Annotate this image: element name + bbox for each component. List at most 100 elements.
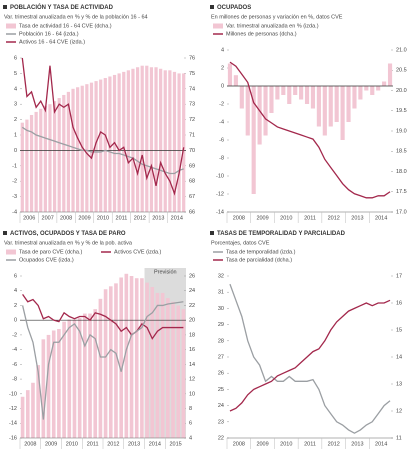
bar xyxy=(150,287,155,438)
tick-label: 0 xyxy=(14,318,17,324)
bar xyxy=(140,65,144,212)
tick-label: 0 xyxy=(221,83,224,89)
tick-label: 4 xyxy=(189,435,192,441)
bar xyxy=(134,278,139,438)
bar xyxy=(93,309,98,438)
bar xyxy=(99,79,103,212)
x-tick-label: 2008 xyxy=(60,215,72,221)
tick-label: 3 xyxy=(14,102,17,108)
bar xyxy=(108,76,112,212)
x-tick-label: 2009 xyxy=(256,441,268,447)
tick-label: 13 xyxy=(396,381,402,387)
bar xyxy=(177,73,181,213)
tick-label: 6 xyxy=(14,273,17,279)
bar xyxy=(103,289,108,438)
tick-label: 20.5 xyxy=(396,68,407,74)
bar xyxy=(66,91,71,212)
x-tick-label: 2014 xyxy=(375,441,387,447)
bar xyxy=(114,283,118,438)
bar xyxy=(269,86,274,113)
bar xyxy=(304,86,310,104)
tick-label: 27 xyxy=(218,354,224,360)
tick-label: 26 xyxy=(189,273,195,279)
x-tick-label: 2012 xyxy=(328,215,340,221)
title-bullet xyxy=(210,231,214,235)
bar xyxy=(340,86,345,140)
bar xyxy=(328,86,333,127)
legend-label: Activos CVE (izda.) xyxy=(114,249,162,255)
bar xyxy=(310,86,316,109)
bar xyxy=(263,86,268,136)
bar xyxy=(119,277,123,438)
bar xyxy=(182,73,186,213)
bar xyxy=(72,319,77,438)
x-tick-label: 2015 xyxy=(170,441,182,447)
bar xyxy=(181,309,186,438)
legend-label: Tasa de actividad 16 - 64 CVE (dcha.) xyxy=(19,23,112,29)
tick-label: -8 xyxy=(12,377,17,383)
bar xyxy=(57,98,61,212)
tick-label: 30 xyxy=(218,306,224,312)
bar xyxy=(25,390,30,438)
legend-swatch xyxy=(6,23,16,29)
bar xyxy=(346,86,351,122)
tick-label: -6 xyxy=(219,137,224,143)
tick-label: 0 xyxy=(14,148,17,154)
x-tick-label: 2014 xyxy=(375,215,387,221)
bar xyxy=(140,278,144,438)
tick-label: 17.5 xyxy=(396,189,407,195)
tick-label: 16 xyxy=(189,347,195,353)
bar xyxy=(154,67,158,213)
legend-label: Población 16 - 64 (izda.) xyxy=(19,31,79,37)
legend-label: Millones de personas (dcha.) xyxy=(226,31,297,37)
bar xyxy=(275,86,280,100)
legend-label: Tasa de parcialidad (dcha.) xyxy=(226,257,292,263)
line-series xyxy=(229,299,391,412)
tick-label: -14 xyxy=(9,421,17,427)
bar xyxy=(239,86,244,109)
bar xyxy=(122,71,126,212)
title-bullet xyxy=(3,5,7,9)
tick-label: 32 xyxy=(218,273,224,279)
tick-label: 19.5 xyxy=(396,108,407,114)
bar xyxy=(334,86,339,122)
bar xyxy=(77,317,82,438)
tick-label: 67 xyxy=(189,194,195,200)
legend-label: Tasa de paro CVE (dcha.) xyxy=(19,249,82,255)
bar xyxy=(376,86,381,91)
panel-title: TASAS DE TEMPORALIDAD Y PARCIALIDAD xyxy=(217,231,346,237)
tick-label: -16 xyxy=(9,435,17,441)
tick-label: 17 xyxy=(396,273,402,279)
x-tick-label: 2014 xyxy=(171,215,183,221)
bar xyxy=(358,86,363,100)
bar xyxy=(98,298,103,438)
tick-label: 14 xyxy=(189,362,195,368)
tick-label: 76 xyxy=(189,55,195,61)
bar xyxy=(62,94,66,212)
tick-label: 26 xyxy=(218,371,224,377)
bar xyxy=(149,67,154,213)
line-series xyxy=(21,57,185,196)
tick-label: 4 xyxy=(14,288,17,294)
bar xyxy=(51,330,56,438)
tick-label: -4 xyxy=(12,347,17,353)
bar xyxy=(316,86,321,127)
tick-label: 20 xyxy=(189,318,195,324)
tick-label: 18.5 xyxy=(396,149,407,155)
tick-label: 8 xyxy=(189,406,192,412)
bar xyxy=(159,68,163,212)
tick-label: 24 xyxy=(218,403,224,409)
line-series xyxy=(21,126,184,175)
panel-subtitle: En millones de personas y variación en %… xyxy=(211,14,343,20)
bar xyxy=(126,70,130,212)
x-tick-label: 2007 xyxy=(42,215,54,221)
bar xyxy=(176,305,181,438)
bar xyxy=(163,70,167,212)
bar xyxy=(31,382,35,438)
tick-label: 4 xyxy=(221,47,224,53)
bar xyxy=(382,81,387,86)
panel-subtitle: Var. trimestral anualizada en % y % de l… xyxy=(4,14,148,20)
tick-label: 73 xyxy=(189,102,195,108)
bar xyxy=(281,86,286,95)
